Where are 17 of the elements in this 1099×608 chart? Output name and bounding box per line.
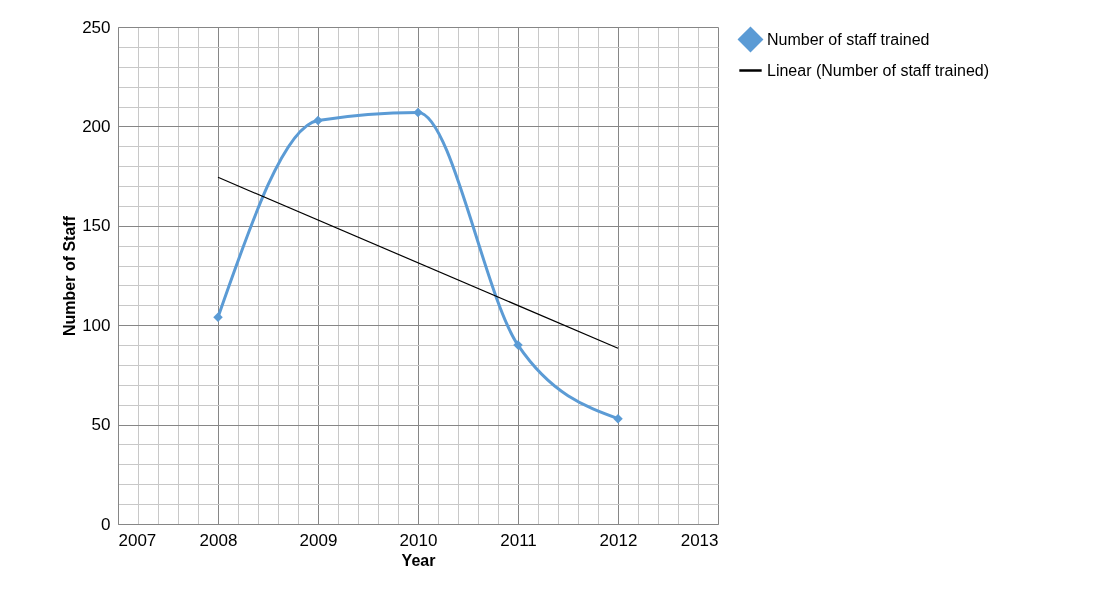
x-tick-label: 2012 xyxy=(599,530,638,550)
x-tick-label: 2007 xyxy=(118,530,157,550)
x-tick-label: 2011 xyxy=(500,530,537,550)
y-tick-label: 250 xyxy=(82,17,111,37)
y-tick-label: 150 xyxy=(82,216,111,236)
x-tick-label: 2009 xyxy=(299,530,338,550)
y-tick-label: 200 xyxy=(82,116,111,136)
x-tick-label: 2008 xyxy=(199,530,238,550)
legend-label: Linear (Number of staff trained) xyxy=(767,61,990,79)
y-axis-title: Number of Staff xyxy=(61,215,79,336)
x-tick-label: 2010 xyxy=(399,530,438,550)
y-tick-label: 100 xyxy=(82,315,111,335)
x-axis-title: Year xyxy=(401,551,436,569)
y-tick-label: 0 xyxy=(101,514,111,534)
legend-label: Number of staff trained xyxy=(767,30,930,48)
y-tick-label: 50 xyxy=(91,415,111,435)
x-tick-label: 2013 xyxy=(680,530,719,550)
